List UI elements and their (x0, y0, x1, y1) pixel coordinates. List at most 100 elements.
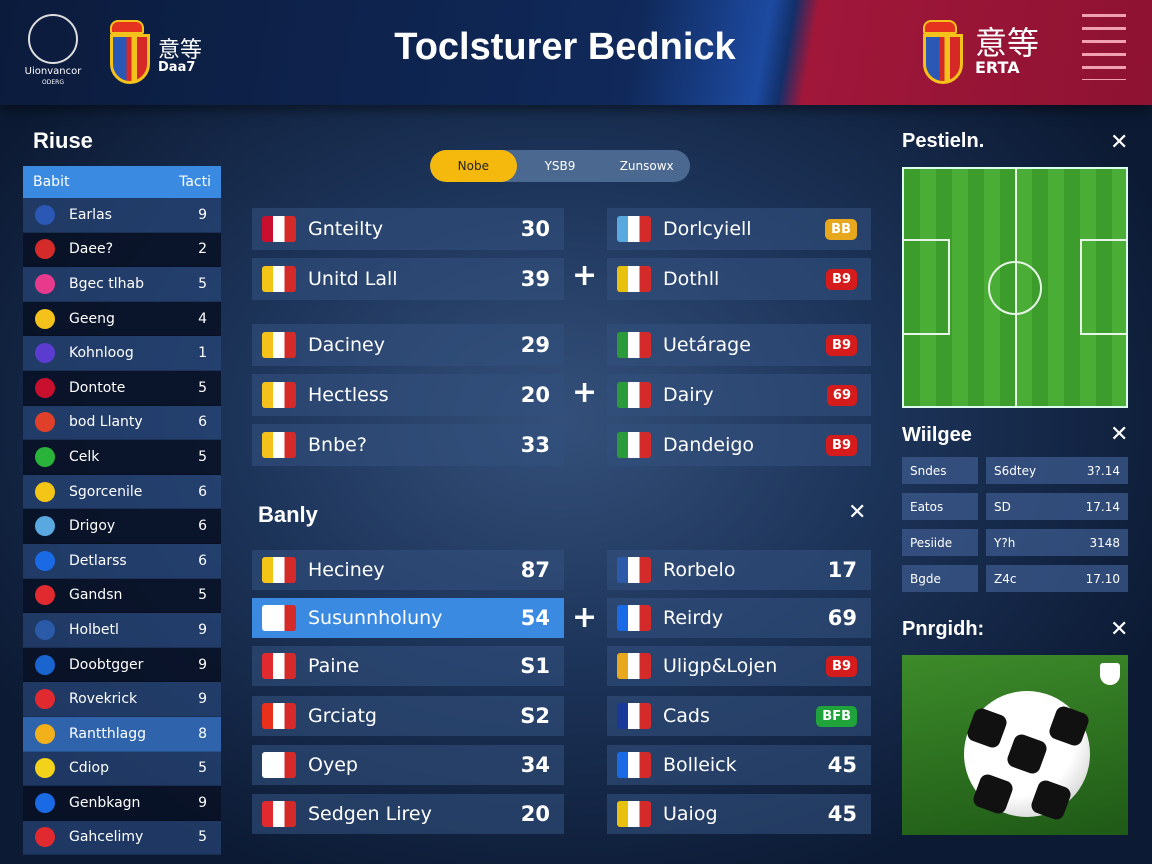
table-row[interactable]: Doobtgger 9 (23, 647, 221, 683)
match-row[interactable]: Heciney 87 (252, 550, 564, 590)
team-flag-icon (262, 703, 296, 729)
table-row[interactable]: Kohnloog 1 (23, 336, 221, 371)
match-row[interactable]: Dandeigo B9 (607, 424, 871, 466)
close-icon[interactable]: ✕ (1110, 130, 1129, 155)
team-name: Gnteilty (308, 218, 384, 240)
table-row[interactable]: Genbkagn 9 (23, 786, 221, 821)
team-name: Bnbe? (308, 434, 367, 456)
team-flag-icon (617, 703, 651, 729)
table-row[interactable]: Gandsn 5 (23, 578, 221, 614)
team-value: 1 (198, 345, 207, 362)
table-row[interactable]: Drigoy 6 (23, 509, 221, 544)
match-row[interactable]: Rorbelo 17 (607, 550, 871, 590)
close-icon[interactable]: ✕ (848, 500, 867, 525)
team-name: Bgec tlhab (69, 275, 144, 292)
team-name: Susunnholuny (308, 607, 443, 629)
team-crest-icon (35, 723, 55, 744)
match-row[interactable]: Sedgen Lirey 20 (252, 794, 564, 834)
team-flag-icon (617, 266, 651, 292)
team-name: Kohnloog (69, 345, 134, 362)
pitch-diagram (902, 167, 1128, 408)
table-row[interactable]: Geeng 4 (23, 301, 221, 337)
plus-icon[interactable]: + (572, 258, 598, 293)
team-name: Celk (69, 448, 100, 465)
league-logo-icon (28, 14, 78, 64)
team-flag-icon (617, 216, 651, 242)
team-value: 5 (198, 760, 207, 777)
table-row[interactable]: Gahcelimy 5 (23, 820, 221, 856)
team-value: 9 (198, 621, 207, 638)
match-row[interactable]: Daciney 29 (252, 324, 564, 366)
widget-value: Z4c 17.10 (986, 565, 1128, 592)
widget-row: Sndes S6dtey 3?.14 (902, 457, 1128, 484)
widget-sub: S6dtey (994, 463, 1037, 478)
match-row[interactable]: Uetárage B9 (607, 324, 871, 366)
match-row[interactable]: Gnteilty 30 (252, 208, 564, 250)
team-name: Dontote (69, 379, 126, 396)
widget-num: 3?.14 (1086, 463, 1120, 478)
table-row[interactable]: Cdiop 5 (23, 751, 221, 787)
team-crest-icon (35, 204, 55, 225)
plus-icon[interactable]: + (572, 375, 598, 410)
match-row[interactable]: Paine S1 (252, 646, 564, 686)
close-icon[interactable]: ✕ (1110, 422, 1129, 447)
match-row[interactable]: Dothll B9 (607, 258, 871, 300)
match-row[interactable]: Reirdy 69 (607, 598, 871, 638)
widget-sub: Y?h (994, 535, 1016, 550)
col-header: Babit (33, 174, 70, 190)
tab-nobe[interactable]: Nobe (430, 150, 517, 182)
team-crest-icon (35, 619, 55, 640)
standings-table: Babit Tacti Earlas 9 Daee? 2 Bgec tlhab 5 Geeng… (23, 166, 221, 856)
table-row[interactable]: bod Llanty 6 (23, 405, 221, 441)
table-row[interactable]: Celk 5 (23, 440, 221, 475)
match-row[interactable]: Cads BFB (607, 696, 871, 736)
team-value: 5 (198, 829, 207, 846)
team-crest-icon (35, 412, 55, 433)
team-crest-icon (35, 792, 55, 813)
team-flag-icon (262, 266, 296, 292)
team-name: Dorlcyiell (663, 218, 752, 240)
match-row[interactable]: Bolleick 45 (607, 745, 871, 785)
close-icon[interactable]: ✕ (1110, 617, 1129, 642)
team-crest-icon (35, 446, 55, 467)
hamburger-icon[interactable] (1082, 14, 1126, 80)
table-row[interactable]: Earlas 9 (23, 198, 221, 233)
team-crest-icon (35, 550, 55, 571)
team-flag-icon (262, 801, 296, 827)
team-name: Paine (308, 655, 360, 677)
team-crest-icon (35, 516, 55, 537)
match-row[interactable]: Dairy 69 (607, 374, 871, 416)
table-row[interactable]: Bgec tlhab 5 (23, 267, 221, 302)
team-name: Rovekrick (69, 691, 138, 708)
tab-ysb9[interactable]: YSB9 (544, 159, 576, 173)
match-row[interactable]: Dorlcyiell BB (607, 208, 871, 250)
match-row[interactable]: Unitd Lall 39 (252, 258, 564, 300)
plus-icon[interactable]: + (572, 600, 598, 635)
match-row[interactable]: Hectless 20 (252, 374, 564, 416)
team-name: Dairy (663, 384, 714, 406)
widget-value: Y?h 3148 (986, 529, 1128, 556)
table-row[interactable]: Rovekrick 9 (23, 682, 221, 717)
match-row[interactable]: Uaiog 45 (607, 794, 871, 834)
match-row[interactable]: Susunnholuny 54 (252, 598, 564, 638)
table-row[interactable]: Rantthlagg 8 (23, 716, 221, 752)
team-name: Rantthlagg (69, 725, 146, 742)
match-row[interactable]: Uligp&Lojen B9 (607, 646, 871, 686)
team-name: Detlarss (69, 552, 127, 569)
tab-zunsowx[interactable]: Zunsowx (619, 159, 674, 173)
match-row[interactable]: Grciatg S2 (252, 696, 564, 736)
team-name: Uetárage (663, 334, 751, 356)
score-badge: B9 (826, 334, 857, 356)
match-row[interactable]: Bnbe? 33 (252, 424, 564, 466)
club-badge-icon (1100, 663, 1120, 685)
match-row[interactable]: Oyep 34 (252, 745, 564, 785)
table-row[interactable]: Daee? 2 (23, 232, 221, 268)
table-row[interactable]: Detlarss 6 (23, 543, 221, 579)
table-row[interactable]: Sgorcenile 6 (23, 474, 221, 510)
team-name: Rorbelo (663, 559, 736, 581)
team-flag-icon (617, 557, 651, 583)
team-name: Reirdy (663, 607, 724, 629)
team-value: 9 (198, 691, 207, 708)
table-row[interactable]: Holbetl 9 (23, 613, 221, 648)
table-row[interactable]: Dontote 5 (23, 370, 221, 406)
